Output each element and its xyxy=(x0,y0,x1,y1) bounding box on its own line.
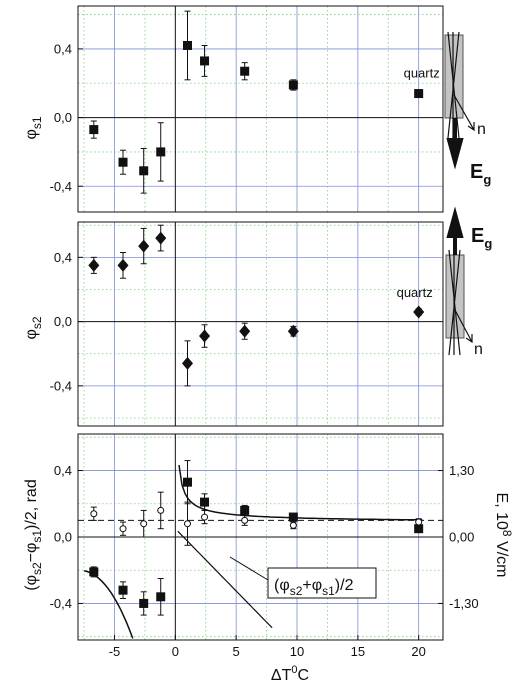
bot-series-2-point xyxy=(241,516,249,524)
field-arrow-up xyxy=(446,206,464,255)
mid-point xyxy=(287,324,299,338)
optic-axis-lines-mid xyxy=(448,249,461,356)
top-ytick-label: -0,4 xyxy=(50,179,72,194)
bot-xtick-label: 5 xyxy=(233,644,240,659)
mid-point xyxy=(182,356,193,370)
bot-ytick-label: 0,0 xyxy=(54,530,72,545)
bot-xtick-label: 0 xyxy=(172,644,179,659)
mid-ytick-label: 0,4 xyxy=(54,250,72,265)
bot-xtick-label: 15 xyxy=(351,644,365,659)
curve-label-pointer xyxy=(229,556,269,581)
top-point xyxy=(139,166,149,176)
bot-series-2-point xyxy=(201,513,209,521)
n-label-mid: n xyxy=(474,341,483,358)
top-point xyxy=(240,66,250,76)
panel-phase-difference: 0,4 0,0 -0,4 -5 0 5 10 15 20 1,30 0,00 -1,30 xyxy=(50,433,479,659)
field-label-top: Eg xyxy=(470,161,491,187)
bot-series-2-point xyxy=(157,506,165,514)
ylabel-phi-s1: φs1 xyxy=(23,116,44,139)
crystal-schematic-top: n Eg xyxy=(444,31,491,187)
top-point xyxy=(89,125,99,135)
bot-right-ytick-label: 1,30 xyxy=(449,463,474,478)
top-point xyxy=(288,80,298,90)
curve-label-frame xyxy=(267,567,377,599)
panel-phi-s1: 0,4 0,0 -0,4 quartz xyxy=(50,5,444,213)
ylabel-phi-s2: φs2 xyxy=(23,316,44,339)
bot-series-1-point xyxy=(414,524,424,534)
bot-xtick-label: 10 xyxy=(290,644,304,659)
quartz-label-mid: quartz xyxy=(397,285,433,300)
bot-series-2-point xyxy=(140,520,148,528)
field-arrow-down xyxy=(446,118,464,170)
mid-frame xyxy=(77,221,444,427)
top-point xyxy=(200,56,210,66)
mid-point xyxy=(239,324,251,338)
ylabel-phase-difference: (φs2−φs1)/2, rad xyxy=(23,479,44,590)
bot-xtick-label: 20 xyxy=(411,644,425,659)
mid-point xyxy=(117,258,129,272)
curve-label-text: (φs2+φs1)/2 xyxy=(274,577,354,598)
curve-label-box: (φs2+φs1)/2 xyxy=(229,556,377,599)
top-point xyxy=(414,89,424,99)
top-grid xyxy=(78,6,443,212)
top-frame xyxy=(77,5,444,213)
bot-ytick-label: 0,4 xyxy=(54,463,72,478)
bot-series-2-point xyxy=(90,510,98,518)
bot-right-ytick-label: -1,30 xyxy=(449,596,479,611)
bot-series-1-point xyxy=(240,505,250,515)
bot-xtick-label: -5 xyxy=(109,644,121,659)
bot-series-2-point xyxy=(184,520,191,528)
bot-ytick-label: -0,4 xyxy=(50,596,72,611)
mid-ytick-label: 0,0 xyxy=(54,314,72,329)
bot-series-1-point xyxy=(89,567,99,577)
mid-point xyxy=(88,258,100,272)
top-ytick-label: 0,0 xyxy=(54,110,72,125)
arrow-n-mid xyxy=(454,309,473,344)
top-point xyxy=(183,40,192,50)
bot-series-2-point xyxy=(119,525,127,533)
crystal-schematic-mid: n Eg xyxy=(445,206,492,358)
bot-field-curve-right xyxy=(178,464,423,521)
field-label-mid: Eg xyxy=(471,225,492,251)
panel-phi-s2: 0,4 0,0 -0,4 quartz xyxy=(50,221,444,427)
top-ytick-label: 0,4 xyxy=(54,41,72,56)
bot-series-2-point xyxy=(415,518,423,526)
bot-field-curve-left xyxy=(83,570,134,639)
xlabel: ΔT0C xyxy=(271,664,309,684)
mid-point xyxy=(138,239,150,253)
mid-point xyxy=(413,305,425,319)
n-label-top: n xyxy=(477,121,486,138)
mid-point xyxy=(155,231,167,245)
bot-series-1-point xyxy=(200,497,210,507)
bot-series-1-point xyxy=(156,592,166,602)
top-point xyxy=(118,157,128,167)
mid-ytick-label: -0,4 xyxy=(50,378,72,393)
mid-grid xyxy=(78,222,443,426)
mid-point xyxy=(199,329,211,343)
bot-right-ytick-label: 0,00 xyxy=(449,530,474,545)
bot-series-1-point xyxy=(183,477,192,487)
bot-series-1-point xyxy=(118,585,128,595)
bot-series-1-point xyxy=(139,598,149,608)
top-point xyxy=(156,147,166,157)
bot-series-2-point xyxy=(289,521,297,529)
bot-sum-curve xyxy=(177,530,273,629)
quartz-label-top: quartz xyxy=(404,66,440,81)
bot-series-1-point xyxy=(288,512,298,522)
arrow-n-top xyxy=(453,94,475,132)
ylabel-field: E, 108 V/cm xyxy=(493,493,514,578)
